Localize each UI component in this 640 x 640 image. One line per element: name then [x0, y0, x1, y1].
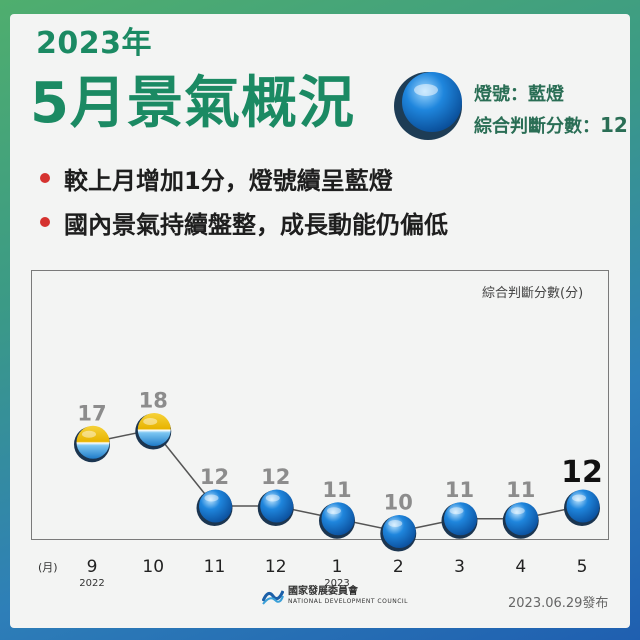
signal-label: 燈號：藍燈 [474, 84, 564, 105]
x-tick-label: 3 [454, 557, 465, 577]
data-label: 18 [139, 389, 168, 413]
org-name: 國家發展委員會 [288, 586, 358, 597]
data-point [135, 413, 172, 450]
data-label: 10 [384, 491, 413, 515]
data-point [564, 489, 600, 526]
x-year-label: 2023 [324, 578, 349, 589]
data-label: 12 [561, 455, 603, 490]
data-label: 11 [506, 478, 535, 502]
score-line: 綜合判斷分數：12 [474, 110, 628, 142]
data-point [319, 502, 355, 539]
data-point [441, 502, 478, 539]
bullet-dot-icon [40, 173, 50, 183]
bullet-text: 國內景氣持續盤整，成長動能仍偏低 [64, 210, 448, 239]
data-label: 17 [77, 401, 106, 425]
x-tick-label: 5 [577, 557, 588, 577]
data-point [257, 489, 294, 526]
y-axis-label: 綜合判斷分數(分) [482, 286, 584, 301]
chart-frame [31, 270, 609, 540]
year-title: 2023年 [36, 26, 152, 61]
data-point [380, 515, 417, 552]
bullet-list: 較上月增加1分，燈號續呈藍燈 國內景氣持續盤整，成長動能仍偏低 [40, 162, 448, 250]
ndc-logo-icon [262, 590, 284, 605]
data-label: 12 [200, 465, 229, 489]
ndc-logo: 國家發展委員會 NATIONAL DEVELOPMENT COUNCIL [262, 586, 408, 606]
blue-signal-light-icon [394, 72, 462, 140]
x-tick-label: 2 [393, 557, 404, 577]
data-point [196, 489, 233, 526]
signal-info: 燈號：藍燈 綜合判斷分數：12 [474, 80, 628, 142]
release-date: 2023.06.29發布 [508, 596, 609, 611]
data-label: 12 [261, 465, 290, 489]
x-tick-label: 11 [204, 557, 226, 577]
x-year-label: 2022 [79, 578, 104, 589]
bullet-item: 較上月增加1分，燈號續呈藍燈 [40, 162, 448, 195]
x-tick-label: 10 [142, 557, 164, 577]
bullet-dot-icon [40, 217, 50, 227]
x-tick-label: 4 [515, 557, 526, 577]
main-title: 5月景氣概況 [30, 71, 355, 136]
x-tick-label: 12 [265, 557, 287, 577]
data-label: 11 [322, 478, 351, 502]
bullet-text: 較上月增加1分，燈號續呈藍燈 [64, 166, 393, 195]
score-label: 綜合判斷分數： [474, 116, 600, 137]
data-label: 11 [445, 478, 474, 502]
x-tick-label: 9 [87, 557, 98, 577]
data-point [74, 425, 110, 463]
x-axis-unit-label: (月) [38, 561, 58, 574]
score-value: 12 [600, 113, 628, 137]
x-tick-label: 1 [332, 557, 343, 577]
bullet-item: 國內景氣持續盤整，成長動能仍偏低 [40, 206, 448, 239]
org-name-en: NATIONAL DEVELOPMENT COUNCIL [288, 598, 409, 605]
data-point [502, 502, 539, 539]
